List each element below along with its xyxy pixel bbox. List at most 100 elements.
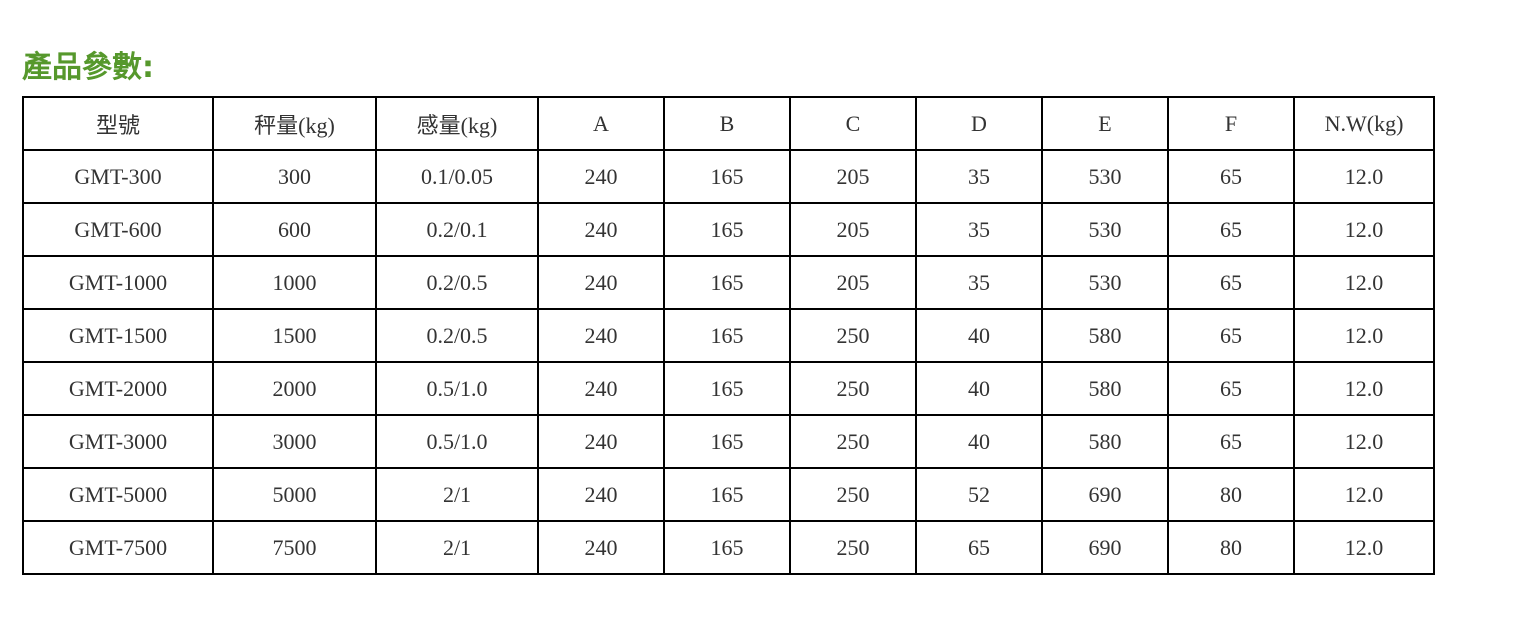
table-cell: 530 (1041, 255, 1169, 310)
table-cell: 2000 (212, 361, 377, 416)
table-cell: GMT-300 (22, 149, 214, 204)
table-cell: 65 (1167, 361, 1295, 416)
table-cell: 600 (212, 202, 377, 257)
table-cell: 165 (663, 202, 791, 257)
table-cell: 240 (537, 520, 665, 575)
table-cell: 240 (537, 202, 665, 257)
table-cell: 0.2/0.5 (375, 308, 539, 363)
table-cell: 40 (915, 414, 1043, 469)
table-cell: 65 (1167, 202, 1295, 257)
table-cell: 5000 (212, 467, 377, 522)
table-row: GMT-3000 3000 0.5/1.0 240 165 250 40 580 65 12.0 (22, 414, 1435, 469)
table-cell: 65 (1167, 308, 1295, 363)
table-cell: 300 (212, 149, 377, 204)
table-cell: 0.2/0.1 (375, 202, 539, 257)
table-cell: 0.1/0.05 (375, 149, 539, 204)
table-cell: 80 (1167, 520, 1295, 575)
table-cell: GMT-1000 (22, 255, 214, 310)
table-cell: 35 (915, 202, 1043, 257)
table-cell: 530 (1041, 149, 1169, 204)
table-cell: GMT-5000 (22, 467, 214, 522)
table-row: GMT-1500 1500 0.2/0.5 240 165 250 40 580 65 12.0 (22, 308, 1435, 363)
column-header: A (537, 96, 665, 151)
table-cell: 205 (789, 255, 917, 310)
table-cell: 80 (1167, 467, 1295, 522)
column-header: C (789, 96, 917, 151)
table-cell: 12.0 (1293, 414, 1435, 469)
column-header: 秤量(kg) (212, 96, 377, 151)
table-cell: 65 (1167, 255, 1295, 310)
table-cell: 12.0 (1293, 467, 1435, 522)
table-cell: 240 (537, 467, 665, 522)
table-row: GMT-600 600 0.2/0.1 240 165 205 35 530 65 12.0 (22, 202, 1435, 257)
table-cell: 65 (1167, 149, 1295, 204)
table-cell: 250 (789, 308, 917, 363)
table-cell: 0.5/1.0 (375, 414, 539, 469)
table-header-row: 型號 秤量(kg) 感量(kg) A B C D E F N.W(kg) (22, 96, 1435, 151)
table-cell: 12.0 (1293, 149, 1435, 204)
table-cell: 3000 (212, 414, 377, 469)
table-row: GMT-1000 1000 0.2/0.5 240 165 205 35 530 65 12.0 (22, 255, 1435, 310)
table-cell: 0.5/1.0 (375, 361, 539, 416)
table-cell: 240 (537, 149, 665, 204)
table-cell: 205 (789, 149, 917, 204)
table-cell: 165 (663, 467, 791, 522)
table-cell: 240 (537, 414, 665, 469)
table-row: GMT-2000 2000 0.5/1.0 240 165 250 40 580 65 12.0 (22, 361, 1435, 416)
table-cell: 250 (789, 361, 917, 416)
table-cell: 250 (789, 467, 917, 522)
table-cell: GMT-1500 (22, 308, 214, 363)
table-cell: 165 (663, 361, 791, 416)
column-header: F (1167, 96, 1295, 151)
table-cell: 690 (1041, 520, 1169, 575)
table-cell: 240 (537, 308, 665, 363)
table-cell: 1500 (212, 308, 377, 363)
table-cell: 52 (915, 467, 1043, 522)
table-cell: GMT-7500 (22, 520, 214, 575)
table-cell: 250 (789, 520, 917, 575)
table-cell: 12.0 (1293, 520, 1435, 575)
table-cell: 690 (1041, 467, 1169, 522)
table-cell: 205 (789, 202, 917, 257)
table-cell: 165 (663, 149, 791, 204)
table-cell: GMT-600 (22, 202, 214, 257)
table-cell: 7500 (212, 520, 377, 575)
column-header: E (1041, 96, 1169, 151)
section-title: 產品參數: (22, 50, 154, 85)
table-cell: 165 (663, 308, 791, 363)
table-row: GMT-5000 5000 2/1 240 165 250 52 690 80 12.0 (22, 467, 1435, 522)
table-cell: 12.0 (1293, 308, 1435, 363)
table-cell: 165 (663, 520, 791, 575)
column-header: B (663, 96, 791, 151)
table-cell: 1000 (212, 255, 377, 310)
table-cell: GMT-2000 (22, 361, 214, 416)
table-cell: 2/1 (375, 520, 539, 575)
table-cell: 65 (1167, 414, 1295, 469)
table-cell: 40 (915, 308, 1043, 363)
table-row: GMT-300 300 0.1/0.05 240 165 205 35 530 65 12.0 (22, 149, 1435, 204)
table-cell: 165 (663, 414, 791, 469)
table-cell: 2/1 (375, 467, 539, 522)
column-header: 感量(kg) (375, 96, 539, 151)
table-cell: 12.0 (1293, 255, 1435, 310)
table-cell: 65 (915, 520, 1043, 575)
column-header: D (915, 96, 1043, 151)
table-cell: 12.0 (1293, 202, 1435, 257)
table-cell: 165 (663, 255, 791, 310)
column-header: 型號 (22, 96, 214, 151)
table-cell: 250 (789, 414, 917, 469)
table-cell: 580 (1041, 308, 1169, 363)
product-parameters-table: 型號 秤量(kg) 感量(kg) A B C D E F N.W(kg) GMT-300 300 0.… (22, 96, 1435, 575)
table-row: GMT-7500 7500 2/1 240 165 250 65 690 80 12.0 (22, 520, 1435, 575)
column-header: N.W(kg) (1293, 96, 1435, 151)
table-cell: 240 (537, 255, 665, 310)
table-cell: 530 (1041, 202, 1169, 257)
table-cell: 12.0 (1293, 361, 1435, 416)
table-cell: 580 (1041, 361, 1169, 416)
table-cell: 35 (915, 149, 1043, 204)
table-cell: 0.2/0.5 (375, 255, 539, 310)
table-cell: 35 (915, 255, 1043, 310)
table-cell: 580 (1041, 414, 1169, 469)
table-cell: GMT-3000 (22, 414, 214, 469)
table-cell: 240 (537, 361, 665, 416)
